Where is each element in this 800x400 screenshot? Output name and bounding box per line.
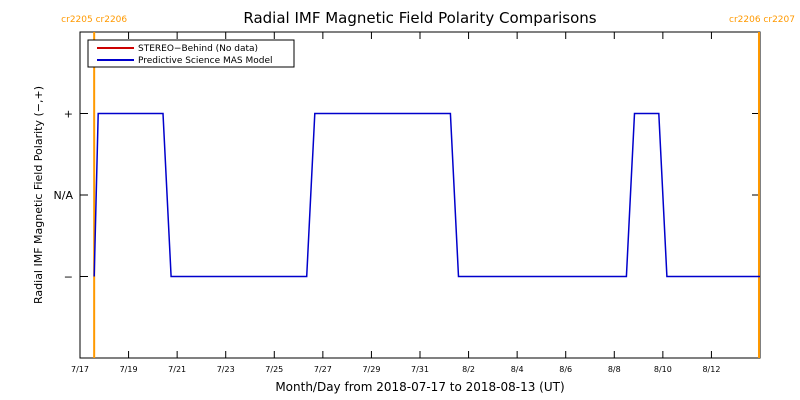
x-tick-label: 7/27 xyxy=(314,365,332,374)
x-tick-label: 8/6 xyxy=(559,365,572,374)
x-tick-label: 7/23 xyxy=(217,365,235,374)
x-tick-label: 7/17 xyxy=(71,365,89,374)
x-tick-label: 7/19 xyxy=(120,365,138,374)
x-tick-label: 8/8 xyxy=(608,365,621,374)
x-tick-label: 7/25 xyxy=(265,365,283,374)
x-tick-label: 7/21 xyxy=(168,365,186,374)
legend: STEREO−Behind (No data) Predictive Scien… xyxy=(87,39,295,68)
x-tick-label: 7/31 xyxy=(411,365,429,374)
carrington-labels: cr2205 cr2206 cr2206 cr2207 xyxy=(61,15,795,25)
x-tick-label: 8/10 xyxy=(654,365,672,374)
carrington-lines xyxy=(93,32,760,358)
x-tick-label: 8/4 xyxy=(511,365,524,374)
y-axis: + N/A − xyxy=(54,108,760,284)
x-tick-label: 8/2 xyxy=(462,365,475,374)
x-axis: 7/17 7/19 7/21 7/23 7/25 7/27 7/29 7/31 8/2 8/4 8/… xyxy=(71,32,720,374)
carrington-label: cr2206 cr2207 xyxy=(729,15,795,25)
chart-title: Radial IMF Magnetic Field Polarity Compa… xyxy=(243,9,596,27)
y-axis-label: Radial IMF Magnetic Field Polarity (−,+) xyxy=(32,86,45,304)
x-tick-label: 7/29 xyxy=(362,365,380,374)
legend-label-stereo: STEREO−Behind (No data) xyxy=(138,44,258,54)
legend-box xyxy=(87,39,295,68)
y-tick-label: N/A xyxy=(54,189,74,202)
legend-label-mas: Predictive Science MAS Model xyxy=(138,56,273,66)
plot-area xyxy=(79,31,761,359)
series-line-mas-model xyxy=(93,112,760,278)
y-tick-label: − xyxy=(64,271,73,284)
carrington-label: cr2205 cr2206 xyxy=(61,15,127,25)
x-tick-label: 8/12 xyxy=(702,365,720,374)
series-lines xyxy=(93,112,760,278)
x-axis-label: Month/Day from 2018-07-17 to 2018-08-13 … xyxy=(275,380,564,394)
y-tick-label: + xyxy=(64,108,73,121)
